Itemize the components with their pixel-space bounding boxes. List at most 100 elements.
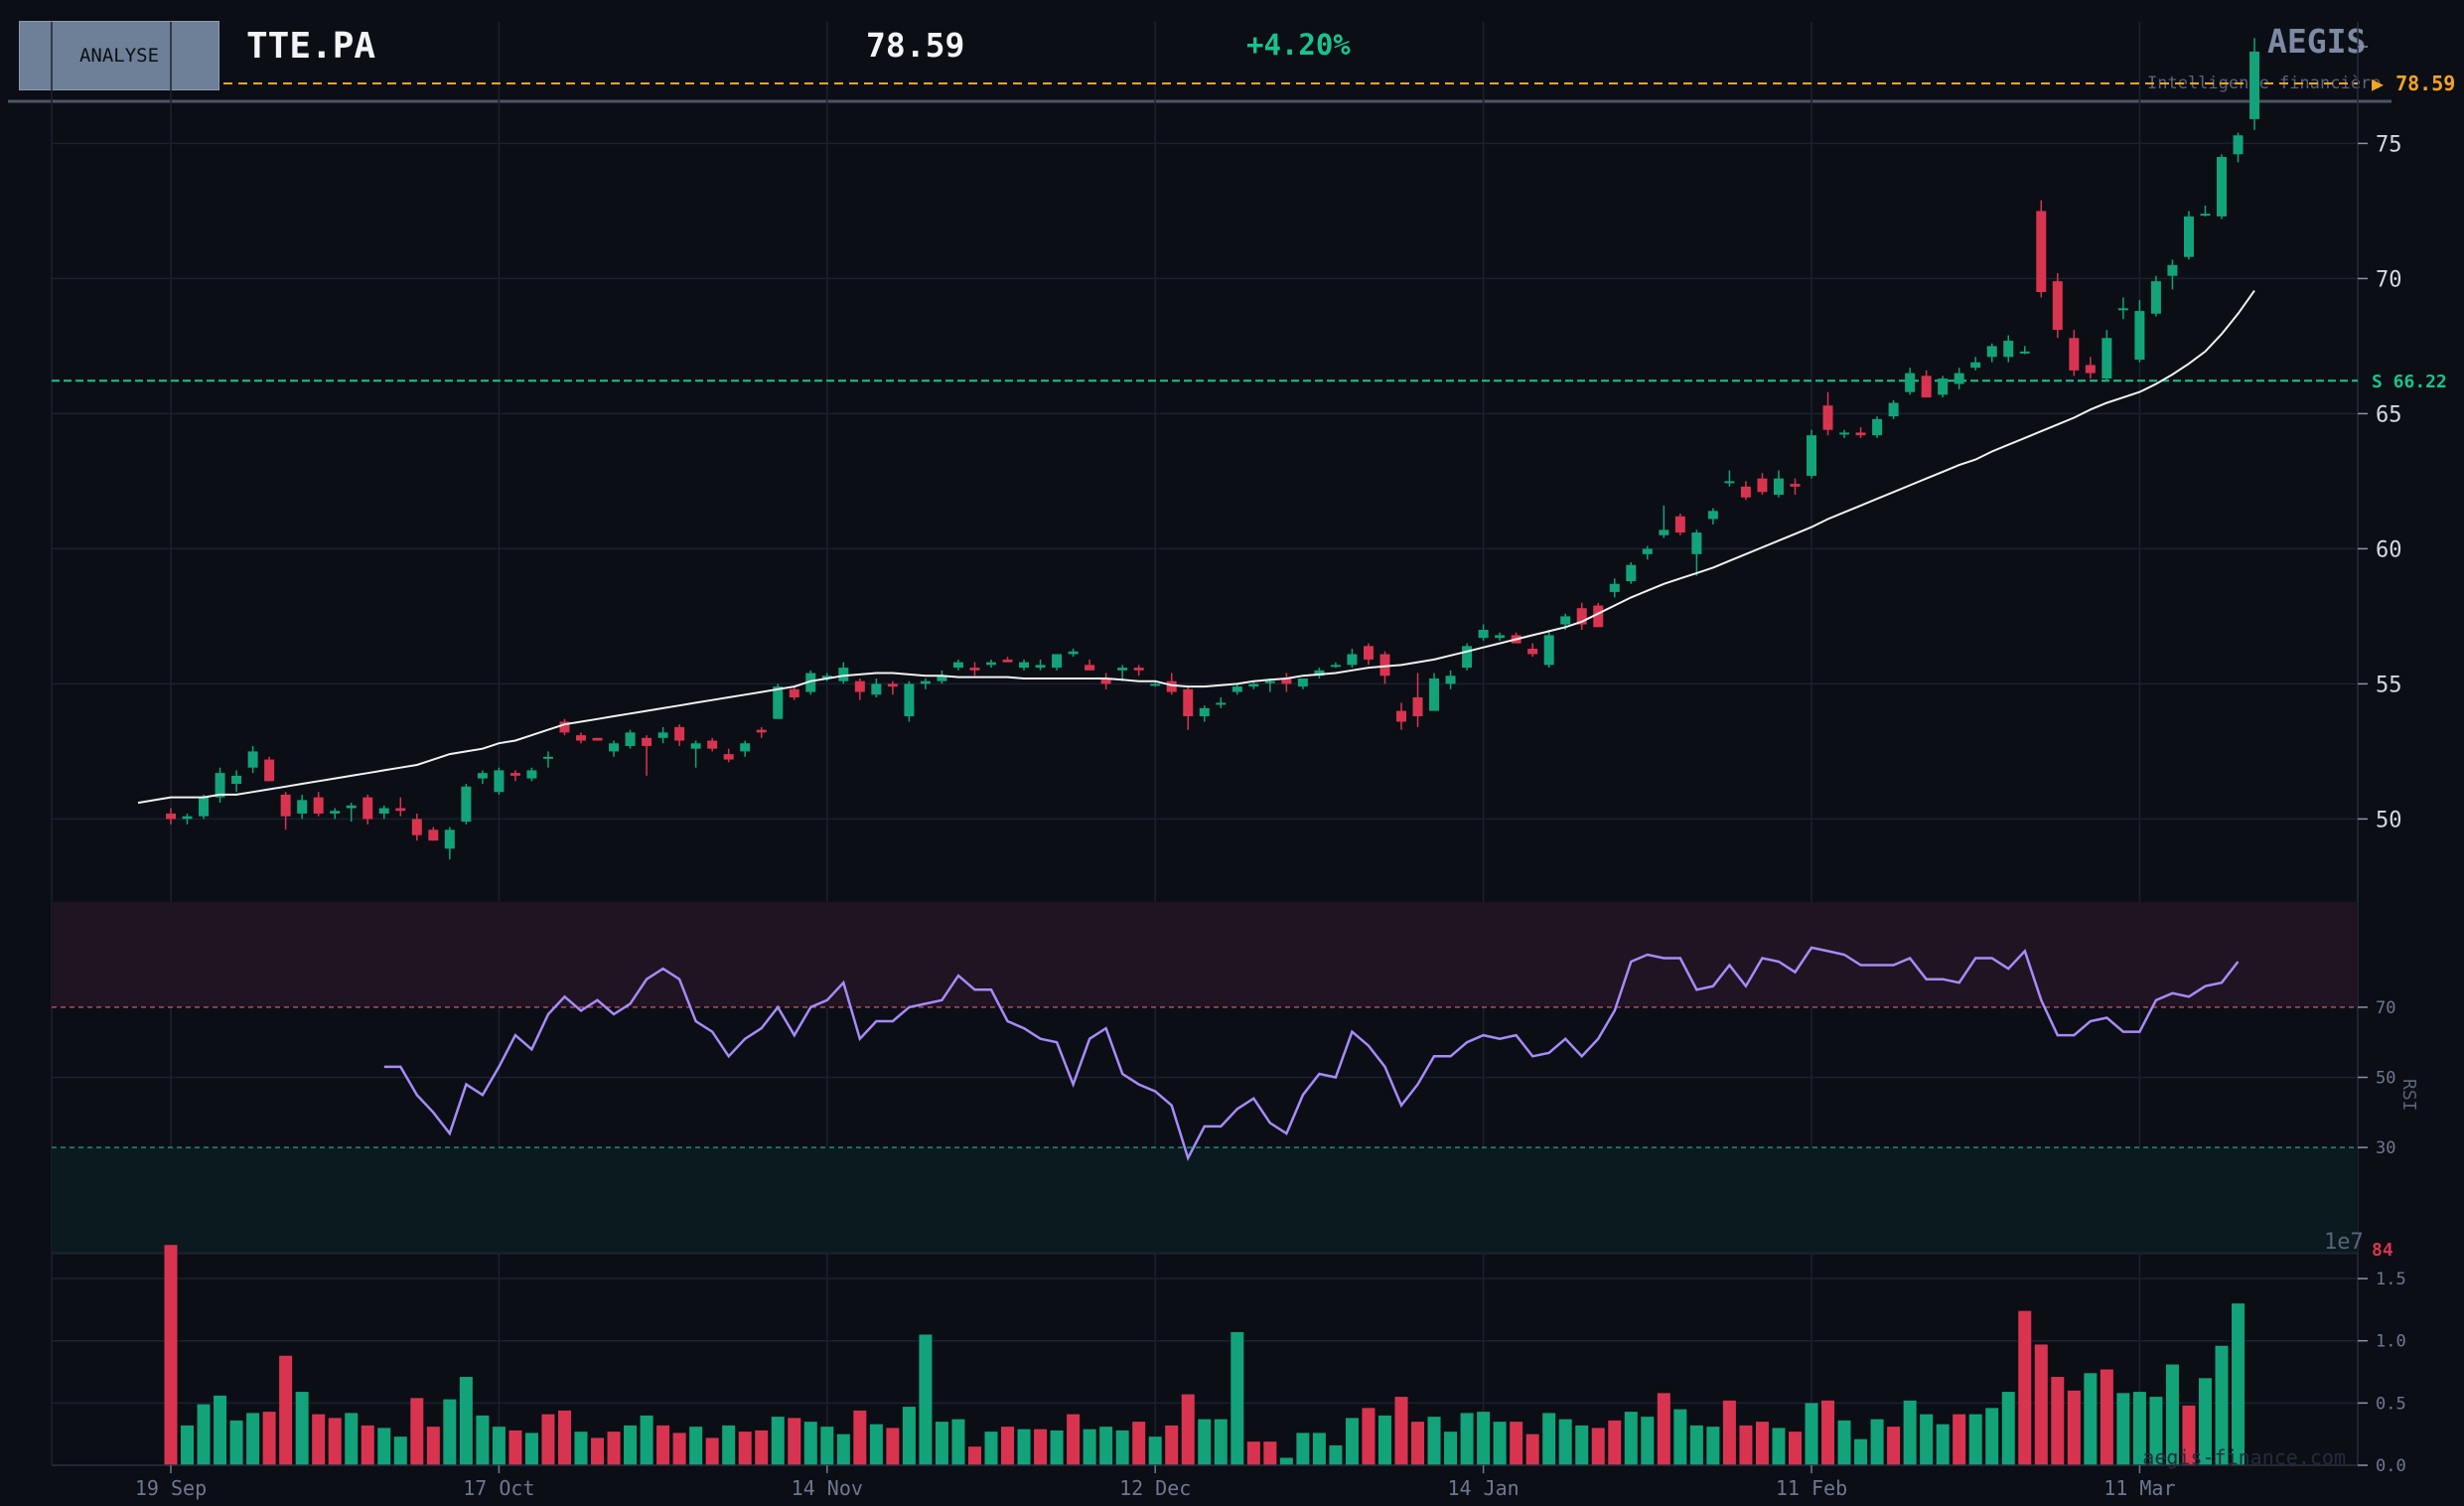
volume-bar xyxy=(1198,1419,1212,1465)
volume-bar xyxy=(2100,1369,2113,1465)
candle-body xyxy=(2052,281,2063,331)
candle-body xyxy=(1593,605,1604,628)
volume-bar xyxy=(984,1431,998,1465)
candle-body xyxy=(395,808,406,812)
candle-body xyxy=(1855,432,1866,436)
volume-bar xyxy=(722,1425,736,1465)
volume-tick-label: 1.0 xyxy=(2376,1332,2406,1352)
volume-bar xyxy=(377,1428,391,1465)
candle-body xyxy=(247,751,258,768)
volume-bar xyxy=(1362,1408,1376,1465)
candle-body xyxy=(657,732,668,738)
volume-bar xyxy=(1460,1413,1474,1465)
volume-bar xyxy=(1329,1444,1343,1465)
candle-body xyxy=(707,740,718,749)
candle-body xyxy=(1347,654,1358,666)
candle-body xyxy=(1314,670,1325,677)
x-tick-label: 11 Mar xyxy=(2103,1476,2175,1500)
candle-body xyxy=(2036,211,2047,292)
volume-bar xyxy=(1985,1408,1999,1465)
candle-body xyxy=(2069,338,2080,371)
sma-line xyxy=(137,290,2255,805)
candle-body xyxy=(1888,402,1899,417)
y-tick-label: 60 xyxy=(2376,537,2402,562)
volume-bar xyxy=(1968,1414,1982,1465)
oversold-zone xyxy=(52,1147,2358,1253)
volume-bar xyxy=(689,1427,703,1465)
candle-body xyxy=(1166,680,1177,692)
candle-body xyxy=(559,721,570,733)
rsi-tick-label: 70 xyxy=(2376,998,2395,1018)
volume-bar xyxy=(229,1420,243,1465)
volume-bar xyxy=(2018,1310,2032,1465)
candle-body xyxy=(1872,418,1883,436)
candle-body xyxy=(1445,676,1456,684)
candle-body xyxy=(199,797,210,817)
candle-body xyxy=(1100,678,1111,684)
volume-bar xyxy=(640,1415,653,1465)
candle-body xyxy=(625,732,636,746)
y-tick-label: 55 xyxy=(2376,673,2402,697)
candle-body xyxy=(215,773,225,798)
candle-body xyxy=(1527,649,1538,655)
rsi-tick-label: 50 xyxy=(2376,1069,2395,1089)
candle-body xyxy=(297,800,308,814)
volume-bar xyxy=(967,1446,981,1465)
candle-body xyxy=(2085,365,2096,374)
candle-body xyxy=(1642,548,1653,554)
volume-bar xyxy=(2182,1405,2196,1465)
volume-bar xyxy=(1837,1420,1851,1465)
overbought-zone xyxy=(52,902,2358,1007)
volume-bar xyxy=(279,1355,293,1465)
candle-body xyxy=(1297,678,1308,687)
volume-bar xyxy=(476,1415,490,1465)
volume-bar xyxy=(672,1432,686,1465)
candle-body xyxy=(871,683,882,695)
candle-body xyxy=(1609,583,1620,592)
candle-body xyxy=(1691,532,1702,554)
candle-body xyxy=(1495,635,1506,639)
candle-body xyxy=(1938,378,1949,395)
candle-body xyxy=(2134,311,2145,360)
candle-body xyxy=(821,676,832,678)
candle-body xyxy=(937,676,947,681)
volume-bar xyxy=(869,1424,883,1465)
candle-body xyxy=(1035,665,1046,669)
candle-body xyxy=(330,811,341,814)
volume-bar xyxy=(1214,1419,1228,1465)
volume-bar xyxy=(1510,1422,1523,1465)
volume-bar xyxy=(1083,1429,1096,1465)
candle-body xyxy=(1822,405,1833,430)
volume-tick-label: 0.5 xyxy=(2376,1394,2406,1414)
candle-body xyxy=(576,735,586,741)
candle-body xyxy=(231,775,242,785)
candle-body xyxy=(2102,338,2112,379)
volume-bar xyxy=(345,1413,359,1465)
volume-bar xyxy=(312,1414,326,1465)
volume-bar xyxy=(1148,1436,1162,1465)
candle-body xyxy=(1543,635,1554,666)
volume-bar xyxy=(1558,1419,1572,1465)
candle-body xyxy=(1659,529,1669,535)
x-tick-label: 19 Sep xyxy=(135,1476,207,1500)
volume-bar xyxy=(1854,1438,1868,1465)
candle-body xyxy=(1330,665,1341,668)
candle-body xyxy=(952,662,963,669)
volume-bar xyxy=(1575,1425,1589,1465)
volume-bar xyxy=(1936,1424,1950,1465)
volume-bar xyxy=(738,1431,752,1465)
candle-body xyxy=(461,786,472,823)
candle-body xyxy=(1363,646,1374,660)
volume-bar xyxy=(1870,1419,1884,1465)
candle-body xyxy=(362,797,373,820)
candle-body xyxy=(1478,630,1489,639)
candle-body xyxy=(1019,662,1030,669)
volume-bar xyxy=(1394,1397,1408,1465)
volume-bar xyxy=(2067,1390,2081,1465)
candle-body xyxy=(1396,710,1406,722)
volume-bar xyxy=(524,1432,538,1465)
volume-bar xyxy=(1132,1422,1146,1465)
candle-body xyxy=(2217,157,2227,217)
candle-body xyxy=(1002,659,1013,663)
